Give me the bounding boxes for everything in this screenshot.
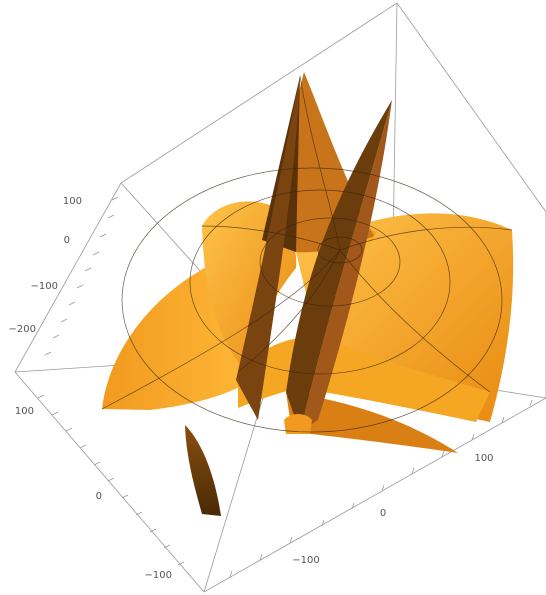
spike-shadow <box>262 76 300 252</box>
tick-label-c-neg100: −100 <box>145 570 172 581</box>
tick-label-a-neg200: −200 <box>9 324 36 335</box>
tick-labels: 100 0 −100 −200 100 0 −100 −100 0 100 <box>9 196 494 581</box>
tick-label-b-neg100: −100 <box>292 555 319 566</box>
mesh-radial-1 <box>237 249 341 373</box>
lower-blade <box>185 425 221 516</box>
ticks-left-lower <box>37 394 185 566</box>
tick-label-a-0: 0 <box>64 235 70 246</box>
mesh-radial-3 <box>201 225 341 251</box>
tick-label-b-0: 0 <box>380 508 386 519</box>
right-blade <box>286 100 392 432</box>
lower-right-fin <box>286 392 458 453</box>
mesh-radial-6 <box>299 75 341 251</box>
surface <box>102 72 514 516</box>
mesh-radial-5 <box>101 249 341 410</box>
tick-label-c-100: 100 <box>15 406 34 417</box>
tick-label-a-neg100: −100 <box>31 281 58 292</box>
mesh-radial-4 <box>339 226 513 251</box>
mesh-radial-2 <box>339 249 491 393</box>
ticks-bottom <box>229 399 533 578</box>
mesh-ring-4 <box>121 167 503 433</box>
box-front-edges <box>14 212 546 593</box>
tick-label-a-100: 100 <box>63 196 82 207</box>
box-back-edges <box>14 2 546 373</box>
surface-mesh <box>101 75 513 433</box>
mesh-ring-3 <box>189 189 451 375</box>
tick-marks <box>37 196 533 578</box>
tick-label-c-0: 0 <box>96 491 102 502</box>
vertical-blade <box>236 76 300 420</box>
center-stem <box>284 414 312 434</box>
tick-label-b-100: 100 <box>474 453 493 464</box>
right-blade-face <box>300 100 392 432</box>
bounding-box <box>14 2 546 593</box>
mesh-ring-2 <box>259 217 401 307</box>
ticks-left-upper <box>44 196 119 356</box>
mesh-ring-1 <box>317 236 363 264</box>
